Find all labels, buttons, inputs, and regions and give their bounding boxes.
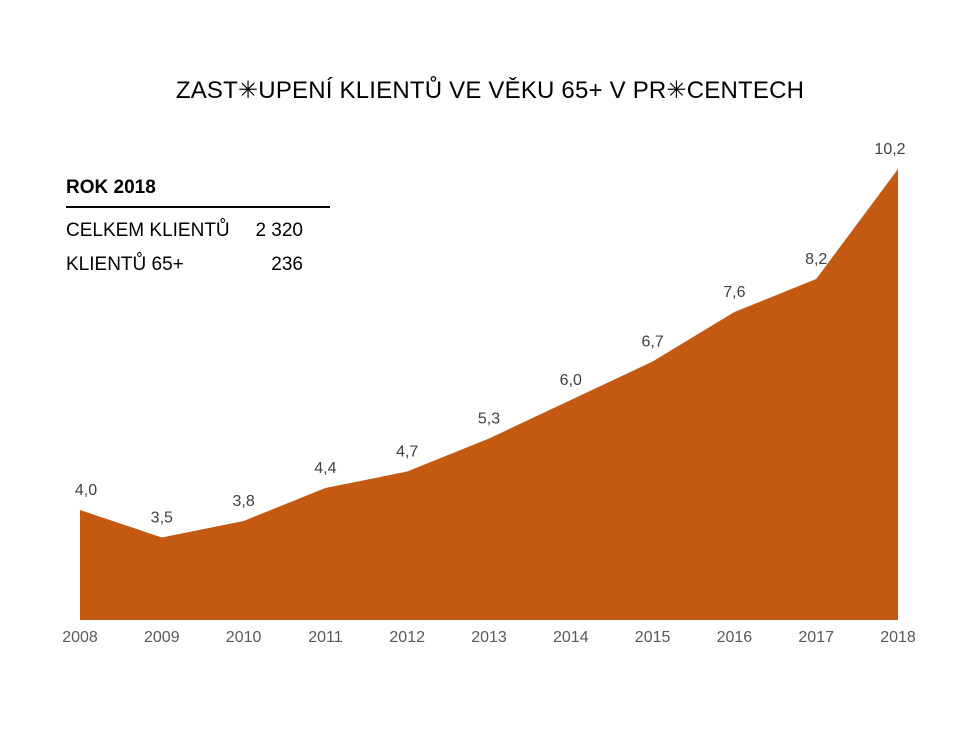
- x-axis-label: 2016: [717, 629, 753, 646]
- table-row: KLIENTŮ 65+ 236: [66, 254, 330, 276]
- x-axis-label: 2017: [798, 629, 834, 646]
- data-label: 3,5: [151, 510, 173, 527]
- data-label: 6,0: [560, 372, 582, 389]
- x-axis-label: 2011: [308, 629, 343, 646]
- x-axis-label: 2015: [635, 629, 671, 646]
- row-value-clients-65plus: 236: [271, 254, 303, 275]
- year-summary-header: ROK 2018: [66, 177, 330, 208]
- chart-title: ZAST✳UPENÍ KLIENTŮ VE VĚKU 65+ V PR✳CENT…: [175, 77, 805, 104]
- row-value-total-clients: 2 320: [255, 220, 303, 241]
- data-label: 6,7: [641, 334, 663, 351]
- data-label: 3,8: [232, 493, 254, 510]
- x-axis-label: 2009: [144, 629, 180, 646]
- data-label: 4,7: [396, 444, 418, 461]
- data-label: 10,2: [874, 141, 905, 158]
- x-axis-label: 2014: [553, 629, 589, 646]
- table-row: CELKEM KLIENTŮ 2 320: [66, 220, 330, 242]
- x-axis-label: 2012: [389, 629, 425, 646]
- year-summary-table: ROK 2018 CELKEM KLIENTŮ 2 320 KLIENTŮ 65…: [66, 177, 330, 276]
- x-axis-label: 2008: [62, 629, 98, 646]
- x-axis-label: 2010: [226, 629, 262, 646]
- data-label: 5,3: [478, 411, 500, 428]
- x-axis-label: 2018: [880, 629, 916, 646]
- row-label-total-clients: CELKEM KLIENTŮ: [66, 220, 230, 241]
- data-label: 4,4: [314, 460, 336, 477]
- data-label: 7,6: [723, 284, 745, 301]
- area-series: [80, 169, 898, 620]
- data-label: 4,0: [75, 482, 97, 499]
- row-label-clients-65plus: KLIENTŮ 65+: [66, 254, 184, 275]
- x-axis-label: 2013: [471, 629, 507, 646]
- data-label: 8,2: [805, 251, 827, 268]
